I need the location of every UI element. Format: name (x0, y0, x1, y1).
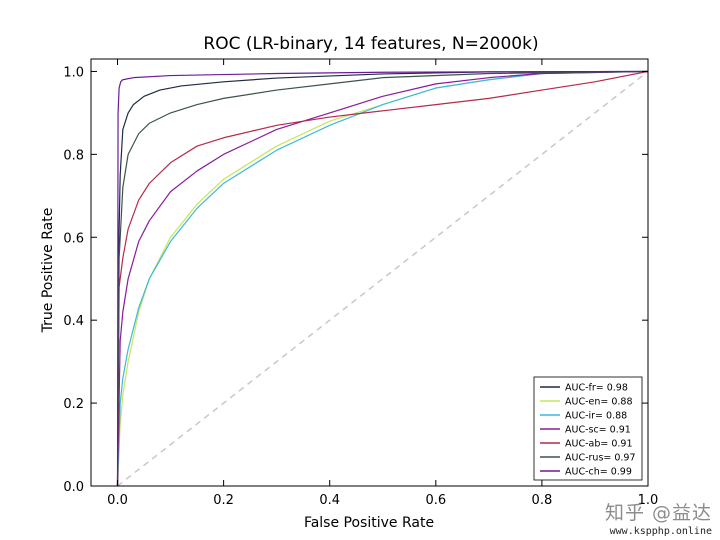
x-axis-label: False Positive Rate (304, 515, 434, 531)
legend-label-6: AUC-ch= 0.99 (565, 467, 632, 478)
y-tick-label: 0.2 (63, 397, 84, 412)
y-tick-label: 0.0 (63, 480, 84, 495)
y-axis-label: True Positive Rate (40, 208, 56, 334)
y-tick-label: 0.8 (63, 148, 84, 163)
series-line-6 (116, 70, 648, 486)
x-tick-label: 1.0 (638, 493, 659, 508)
legend-label-2: AUC-ir= 0.88 (565, 411, 627, 422)
watermark-url: www.kspphp.online (609, 526, 712, 537)
y-tick-label: 0.6 (63, 231, 84, 246)
series-line-4 (116, 70, 648, 486)
legend-label-3: AUC-sc= 0.91 (565, 425, 631, 436)
x-tick-label: 0.4 (319, 493, 340, 508)
diagonal-reference-line (117, 70, 648, 486)
watermark-text: 知乎 @益达 (604, 502, 712, 524)
series-line-0 (116, 70, 648, 486)
y-tick-label: 0.4 (63, 314, 84, 329)
plot-frame (90, 58, 649, 487)
x-tick-label: 0.6 (425, 493, 446, 508)
x-tick-label: 0.0 (107, 493, 128, 508)
plot-area (90, 58, 649, 487)
x-tick-label: 0.8 (532, 493, 553, 508)
legend: AUC-fr= 0.98 AUC-en= 0.88 AUC-ir= 0.88 AUC-… (533, 376, 643, 481)
chart-title: ROC (LR-binary, 14 features, N=2000k) (203, 34, 538, 54)
axis-ticks: 0.0 0.2 0.4 0.6 0.8 1.0 0.0 0.2 0.4 0.6 0.8 1.0 (63, 59, 658, 508)
legend-label-4: AUC-ab= 0.91 (565, 439, 633, 450)
series-line-2 (116, 70, 648, 486)
legend-label-0: AUC-fr= 0.98 (565, 383, 628, 394)
series-line-3 (116, 70, 648, 486)
y-tick-label: 1.0 (63, 65, 84, 80)
x-tick-label: 0.2 (213, 493, 234, 508)
series-line-5 (116, 70, 648, 486)
legend-label-1: AUC-en= 0.88 (565, 397, 633, 408)
legend-label-5: AUC-rus= 0.97 (565, 453, 636, 464)
